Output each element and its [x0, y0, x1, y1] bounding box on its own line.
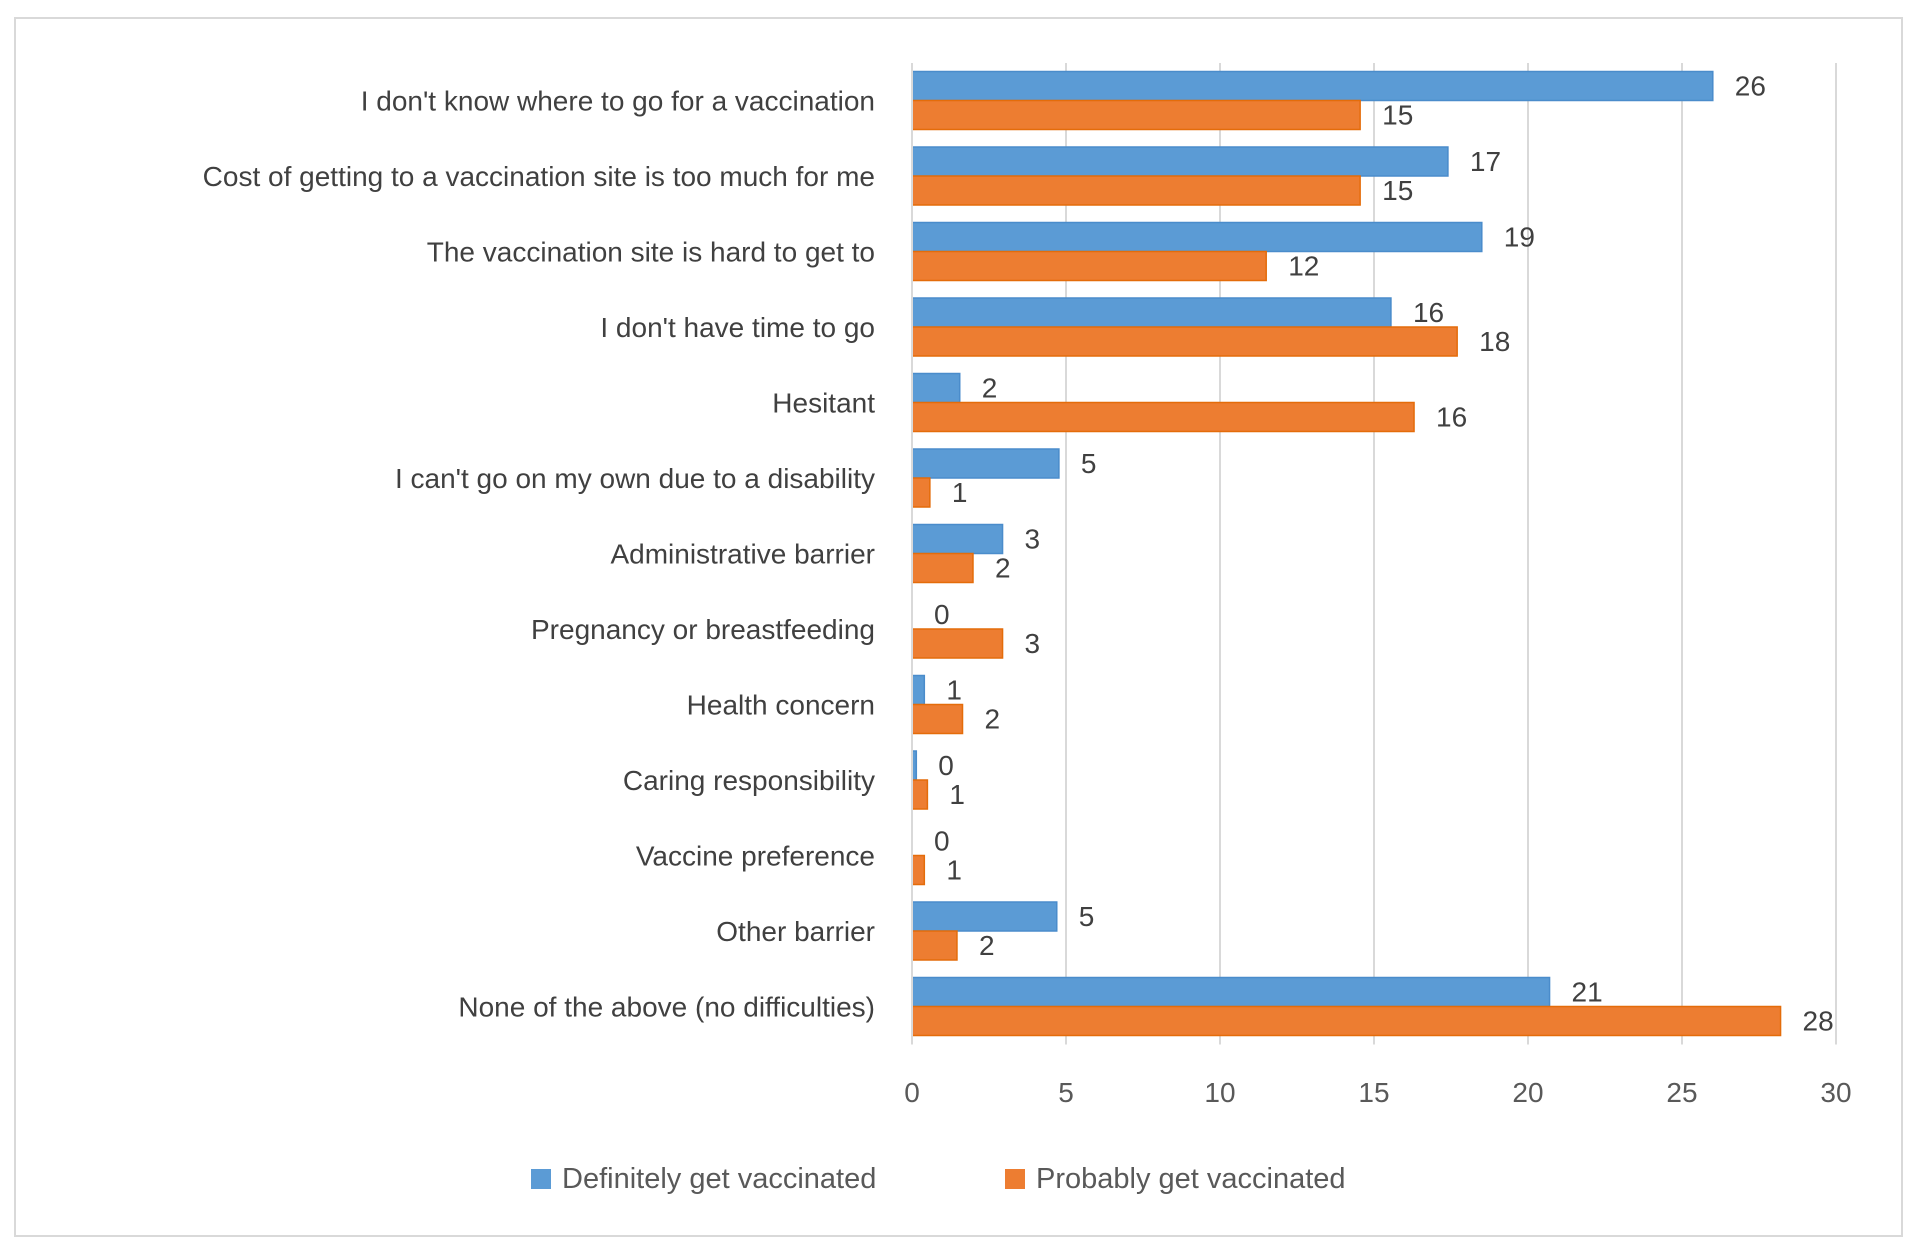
data-label-definitely: 17 — [1470, 146, 1501, 177]
bars — [911, 70, 1782, 1037]
data-label-definitely: 0 — [934, 826, 950, 857]
data-label-probably: 2 — [995, 553, 1011, 584]
category-label: Hesitant — [772, 387, 875, 418]
bar-probably — [911, 326, 1458, 357]
x-tick-label: 15 — [1358, 1077, 1389, 1108]
bar-probably — [911, 779, 929, 810]
data-label-definitely: 21 — [1572, 977, 1603, 1008]
data-label-definitely: 26 — [1735, 71, 1766, 102]
data-label-probably: 18 — [1479, 326, 1510, 357]
data-label-probably: 1 — [952, 477, 968, 508]
bar-probably — [911, 930, 958, 961]
bar-definitely — [911, 976, 1551, 1008]
data-label-definitely: 19 — [1504, 222, 1535, 253]
x-tick-label: 20 — [1512, 1077, 1543, 1108]
data-label-probably: 28 — [1803, 1006, 1834, 1037]
bar-definitely — [911, 221, 1483, 253]
bar-probably — [911, 628, 1004, 659]
data-label-probably: 3 — [1025, 628, 1041, 659]
data-label-definitely: 0 — [934, 599, 950, 630]
data-label-definitely: 5 — [1079, 901, 1095, 932]
data-label-definitely: 0 — [938, 750, 954, 781]
category-label: I don't have time to go — [600, 312, 875, 343]
x-tick-label: 10 — [1204, 1077, 1235, 1108]
data-label-probably: 1 — [949, 779, 965, 810]
category-label: Caring responsibility — [623, 765, 875, 796]
x-tick-label: 5 — [1058, 1077, 1074, 1108]
category-label: Vaccine preference — [636, 840, 875, 871]
data-label-probably: 16 — [1436, 402, 1467, 433]
x-tick-label: 0 — [904, 1077, 920, 1108]
data-label-probably: 15 — [1382, 175, 1413, 206]
category-label: The vaccination site is hard to get to — [427, 236, 875, 267]
category-label: I can't go on my own due to a disability — [395, 463, 875, 494]
gridlines — [1065, 63, 1837, 1045]
category-label: Administrative barrier — [610, 538, 875, 569]
bar-probably — [911, 854, 926, 886]
category-label: Other barrier — [716, 916, 875, 947]
category-label: None of the above (no difficulties) — [458, 991, 875, 1022]
category-label: Health concern — [687, 689, 875, 720]
bar-definitely — [911, 523, 1004, 555]
bar-probably — [911, 552, 974, 584]
bar-probably — [911, 703, 964, 735]
category-label: I don't know where to go for a vaccinati… — [361, 85, 875, 116]
bar-definitely — [911, 674, 926, 706]
data-label-definitely: 2 — [982, 373, 998, 404]
bar-probably — [911, 401, 1415, 433]
bar-definitely — [911, 448, 1060, 479]
bar-probably — [911, 477, 931, 508]
legend-swatch-definitely — [531, 1169, 551, 1189]
x-tick-label: 30 — [1820, 1077, 1851, 1108]
bar-definitely — [911, 297, 1392, 328]
legend-swatch-probably — [1005, 1169, 1025, 1189]
bar-definitely — [911, 901, 1058, 932]
bar-probably — [911, 250, 1267, 282]
legend-label-probably: Probably get vaccinated — [1036, 1163, 1346, 1195]
legend: Definitely get vaccinated Probably get v… — [531, 1163, 1346, 1195]
data-label-probably: 12 — [1288, 251, 1319, 282]
legend-label-definitely: Definitely get vaccinated — [562, 1163, 876, 1195]
data-label-definitely: 16 — [1413, 297, 1444, 328]
data-label-probably: 15 — [1382, 100, 1413, 131]
data-label-probably: 1 — [946, 855, 962, 886]
data-label-definitely: 1 — [946, 675, 962, 706]
category-label: Pregnancy or breastfeeding — [531, 614, 875, 645]
bar-definitely — [911, 372, 961, 404]
category-labels: I don't know where to go for a vaccinati… — [203, 85, 876, 1022]
category-label: Cost of getting to a vaccination site is… — [203, 161, 875, 192]
bar-probably — [911, 1005, 1782, 1037]
x-tick-label: 25 — [1666, 1077, 1697, 1108]
bar-definitely — [911, 146, 1449, 177]
bar-probably — [911, 175, 1361, 206]
data-label-definitely: 3 — [1025, 524, 1041, 555]
data-label-probably: 2 — [985, 704, 1001, 735]
data-label-probably: 2 — [979, 930, 995, 961]
x-tick-labels: 0 5 10 15 20 25 30 — [904, 1077, 1851, 1108]
bar-probably — [911, 99, 1361, 131]
bar-definitely — [911, 70, 1714, 102]
data-label-definitely: 5 — [1081, 448, 1097, 479]
